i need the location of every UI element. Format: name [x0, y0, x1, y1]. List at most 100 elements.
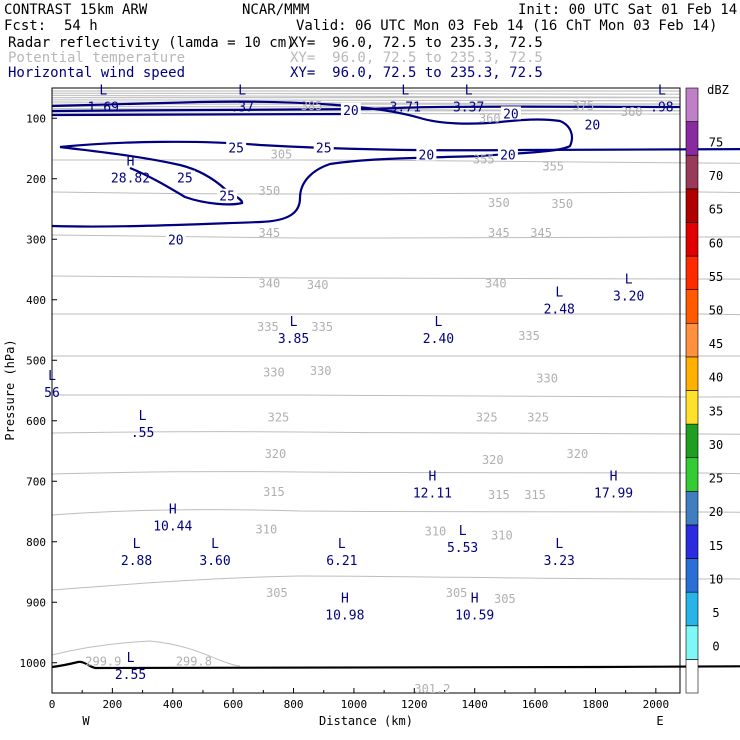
- extremum-type: L: [459, 524, 467, 539]
- extremum-value: .37: [230, 100, 253, 115]
- colorbar-legend: dBZ 0 5 10 15 20 25 30 35 40 45 50 55 60 65 70 75: [685, 83, 729, 694]
- fcst-value: 54 h: [64, 18, 98, 34]
- theta-label: 320: [567, 447, 589, 461]
- colorbar-level-label: 45: [709, 337, 723, 351]
- extremum-L: L 2.55: [115, 651, 146, 683]
- y-tick-label: 700: [26, 475, 46, 488]
- wind-label-bg: [497, 147, 518, 161]
- wind-contour-25-b: [59, 145, 244, 206]
- theta-contour-305: [51, 575, 740, 591]
- x-tick-label: 0: [49, 698, 56, 711]
- colorbar-swatch: [685, 255, 699, 290]
- theta-label: 330: [536, 371, 558, 385]
- extremum-value: .55: [131, 426, 154, 441]
- wind-label: 25: [177, 172, 193, 187]
- extremum-value: .98: [650, 100, 673, 115]
- colorbar-swatch: [685, 188, 699, 223]
- extremum-value: 2.40: [423, 332, 454, 347]
- colorbar-swatch: [685, 87, 699, 122]
- colorbar-level-label: 75: [709, 135, 723, 149]
- theta-label: 350: [551, 197, 573, 211]
- extremum-L: L 3.71: [390, 83, 421, 115]
- wind-labels: 20 20 20 25 25 20 20 25 25 20: [165, 102, 603, 248]
- theta-label: 315: [524, 488, 546, 502]
- extremum-type: L: [139, 409, 147, 424]
- extremum-value: 6.21: [326, 554, 357, 569]
- wind-label: 25: [219, 190, 235, 205]
- field-theta-name: Potential temperature: [8, 50, 186, 66]
- org-label: NCAR/MMM: [242, 2, 310, 18]
- extremum-L: L 1.69: [88, 83, 119, 115]
- colorbar-level-label: 5: [712, 606, 719, 620]
- theta-label: 330: [263, 365, 285, 379]
- wind-label: 20: [168, 233, 184, 248]
- y-tick-label: 300: [26, 233, 46, 246]
- theta-label: 360: [621, 105, 643, 119]
- colorbar-level-label: 65: [709, 203, 723, 217]
- x-ticks: 0 200 400 600 800 1000 1200 1400 1600 1800 2000: [49, 688, 669, 711]
- theta-label: 299.9: [85, 655, 121, 669]
- colorbar-level-label: 10: [709, 572, 723, 586]
- theta-contour-near-surface: [51, 640, 241, 667]
- theta-contour-325: [51, 394, 740, 398]
- x-tick-label: 1200: [401, 698, 428, 711]
- theta-label: 355: [473, 152, 495, 166]
- extremum-H: H 17.99: [594, 469, 633, 501]
- wind-label: 20: [419, 149, 435, 164]
- extremum-type: H: [127, 155, 135, 170]
- theta-label: 345: [259, 226, 281, 240]
- y-axis-title: Pressure (hPa): [3, 339, 17, 440]
- extremum-value: 3.37: [453, 100, 484, 115]
- colorbar-swatch: [685, 659, 699, 694]
- extremum-value: 56: [44, 386, 60, 401]
- theta-label: 355: [542, 160, 564, 174]
- theta-label: 345: [530, 226, 552, 240]
- wind-label-bg: [500, 106, 521, 120]
- wind-label: 20: [585, 118, 601, 133]
- theta-contours: [51, 159, 740, 667]
- colorbar-level-label: 60: [709, 236, 723, 250]
- extremum-L: L 2.88: [121, 537, 152, 569]
- y-ticks: 100 200 300 400 500 600 700 800 900 1000: [20, 112, 57, 670]
- field-theta-xy: XY= 96.0, 72.5 to 235.3, 72.5: [290, 50, 543, 66]
- theta-label: 315: [263, 485, 285, 499]
- extremum-type: H: [471, 592, 479, 607]
- extremum-type: L: [465, 83, 473, 98]
- theta-label: 299.8: [176, 655, 212, 669]
- theta-label: 360: [479, 111, 501, 125]
- extremum-L: L 3.60: [199, 537, 230, 569]
- theta-label: 345: [488, 226, 510, 240]
- wind-label: 20: [500, 149, 516, 164]
- wind-label-bg: [174, 170, 195, 184]
- colorbar-swatch: [685, 457, 699, 492]
- extremum-L: L .98: [650, 83, 673, 115]
- x-tick-label: 1600: [522, 698, 549, 711]
- extremum-type: L: [99, 83, 107, 98]
- x-tick-label: 1800: [582, 698, 609, 711]
- theta-label: 335: [257, 320, 279, 334]
- theta-label: 340: [307, 278, 329, 292]
- y-tick-label: 1000: [20, 657, 47, 670]
- extremum-type: H: [341, 592, 349, 607]
- theta-contour-315: [51, 471, 740, 475]
- theta-label: 350: [488, 196, 510, 210]
- theta-label: 325: [527, 411, 549, 425]
- wind-contours: [51, 100, 740, 228]
- colorbar-level-label: 50: [709, 303, 723, 317]
- strato-theta-line: [51, 92, 681, 95]
- extremum-type: L: [555, 537, 563, 552]
- x-tick-label: 200: [102, 698, 122, 711]
- extremum-L: L 3.37: [453, 83, 484, 115]
- extremum-H: H 10.44: [153, 503, 192, 535]
- surface-pressure-line: [51, 660, 740, 670]
- x-tick-label: 1400: [461, 698, 488, 711]
- extremum-L: L 3.20: [613, 273, 644, 305]
- colorbar-swatch: [685, 222, 699, 257]
- theta-label: 315: [488, 488, 510, 502]
- colorbar-swatch: [685, 625, 699, 660]
- x-axis-east-label: E: [656, 714, 663, 728]
- extrema-labels: L1.69L.37L3.71L3.37L.98H28.82L3.20L2.48L…: [44, 83, 673, 682]
- extremum-H: H 28.82: [111, 155, 150, 187]
- colorbar-level-label: 30: [709, 438, 723, 452]
